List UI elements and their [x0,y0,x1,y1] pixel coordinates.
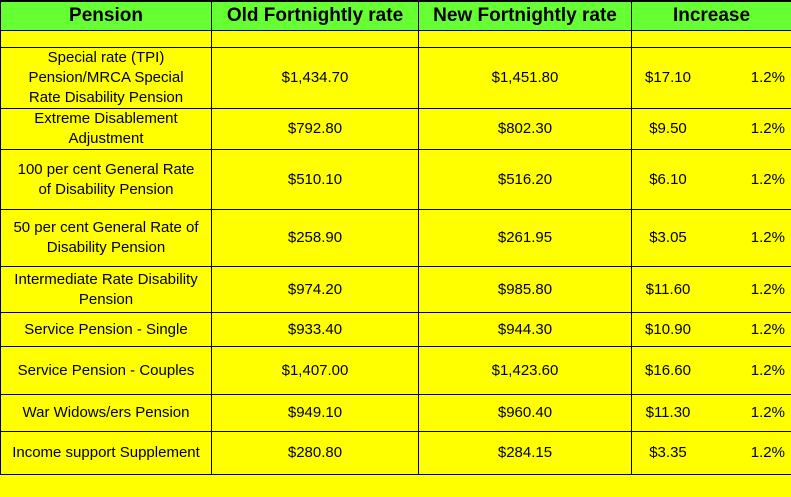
increase-amount: $6.10 [649,170,687,188]
table-row: Income support Supplement $280.80 $284.1… [0,431,791,475]
table-row: Special rate (TPI) Pension/MRCA Special … [0,47,791,109]
increase-amount: $3.05 [649,229,687,246]
increase-percent: 1.2% [750,404,785,421]
increase-cell: $17.10 1.2% [631,47,791,109]
increase-cell: $6.10 1.2% [631,149,791,210]
increase-amount: $11.60 [645,280,691,298]
pension-name: Special rate (TPI) Pension/MRCA Special … [0,47,212,109]
new-rate: $261.95 [418,209,632,267]
increase-percent: 1.2% [750,69,785,86]
increase-cell: $3.05 1.2% [631,209,791,267]
table-row: Intermediate Rate Disability Pension $97… [0,266,791,313]
new-rate: $516.20 [418,149,632,210]
old-rate: $974.20 [211,266,419,313]
increase-percent: 1.2% [750,170,785,188]
increase-percent: 1.2% [750,361,785,379]
old-rate: $280.80 [211,431,419,475]
spacer-cell [418,30,632,48]
increase-amount: $10.90 [645,320,691,338]
pension-name: Service Pension - Single [0,312,212,347]
pension-name: War Widows/ers Pension [0,394,212,432]
new-rate: $284.15 [418,431,632,475]
increase-percent: 1.2% [750,320,785,338]
header-new-rate: New Fortnightly rate [418,0,632,31]
increase-amount: $11.30 [645,404,691,421]
new-rate: $985.80 [418,266,632,313]
new-rate: $802.30 [418,108,632,150]
new-rate: $944.30 [418,312,632,347]
increase-cell: $10.90 1.2% [631,312,791,347]
old-rate: $510.10 [211,149,419,210]
old-rate: $792.80 [211,108,419,150]
old-rate: $949.10 [211,394,419,432]
header-increase: Increase [631,0,791,31]
old-rate: $933.40 [211,312,419,347]
pension-name: Service Pension - Couples [0,346,212,395]
increase-amount: $17.10 [645,69,691,86]
header-pension: Pension [0,0,212,31]
increase-amount: $16.60 [645,361,691,379]
increase-percent: 1.2% [750,120,785,137]
header-row: Pension Old Fortnightly rate New Fortnig… [0,0,791,31]
old-rate: $1,407.00 [211,346,419,395]
table-row: Service Pension - Couples $1,407.00 $1,4… [0,346,791,395]
pension-name: 50 per cent General Rate of Disability P… [0,209,212,267]
pension-name: 100 per cent General Rate of Disability … [0,149,212,210]
spacer-cell [631,30,791,48]
increase-cell: $11.60 1.2% [631,266,791,313]
old-rate: $258.90 [211,209,419,267]
increase-cell: $11.30 1.2% [631,394,791,432]
header-old-rate: Old Fortnightly rate [211,0,419,31]
increase-cell: $16.60 1.2% [631,346,791,395]
new-rate: $1,451.80 [418,47,632,109]
increase-percent: 1.2% [750,444,785,461]
new-rate: $1,423.60 [418,346,632,395]
pension-rates-table: Pension Old Fortnightly rate New Fortnig… [0,0,791,475]
increase-percent: 1.2% [750,280,785,298]
table-row: War Widows/ers Pension $949.10 $960.40 $… [0,394,791,432]
table-row: Service Pension - Single $933.40 $944.30… [0,312,791,347]
pension-name: Income support Supplement [0,431,212,475]
old-rate: $1,434.70 [211,47,419,109]
new-rate: $960.40 [418,394,632,432]
increase-percent: 1.2% [750,229,785,246]
increase-cell: $3.35 1.2% [631,431,791,475]
pension-name: Intermediate Rate Disability Pension [0,266,212,313]
spacer-cell [211,30,419,48]
pension-name: Extreme Disablement Adjustment [0,108,212,150]
table-row: 50 per cent General Rate of Disability P… [0,209,791,267]
increase-cell: $9.50 1.2% [631,108,791,150]
table-row: Extreme Disablement Adjustment $792.80 $… [0,108,791,150]
increase-amount: $3.35 [649,444,687,461]
increase-amount: $9.50 [649,120,687,137]
table-row: 100 per cent General Rate of Disability … [0,149,791,210]
spacer-row [0,30,791,48]
spacer-cell [0,30,212,48]
